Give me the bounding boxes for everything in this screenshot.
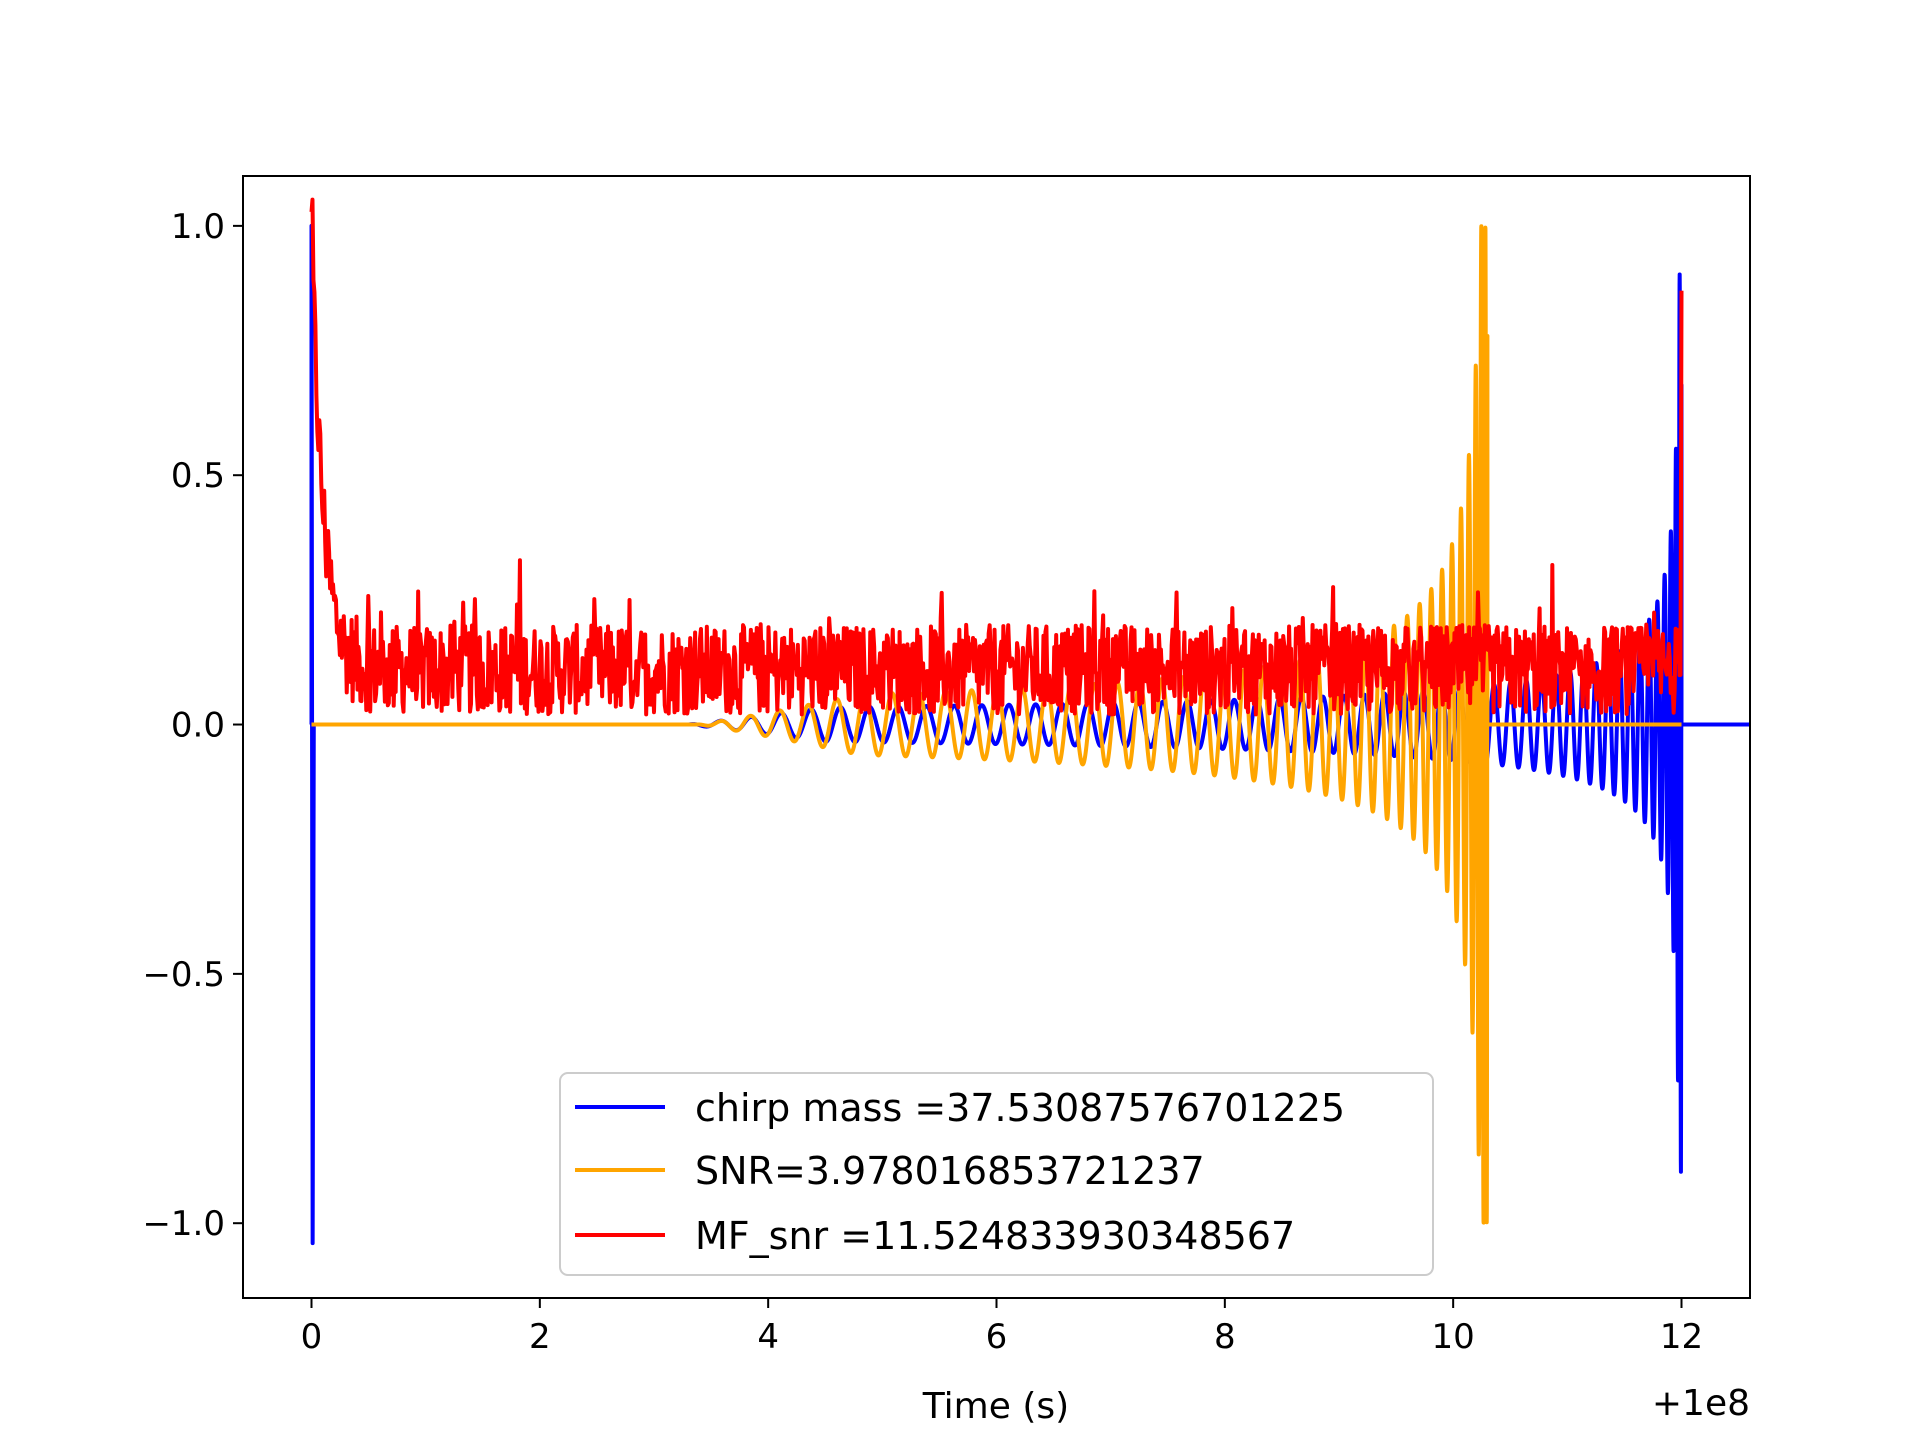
y-tick-label: −0.5 — [142, 955, 225, 995]
x-axis-label: Time (s) — [922, 1386, 1069, 1427]
y-tick-label: 0.5 — [171, 456, 225, 496]
y-tick-label: 0.0 — [171, 706, 225, 746]
legend: chirp mass =37.53087576701225 SNR=3.9780… — [559, 1072, 1434, 1276]
series-mf-snr-line — [309, 197, 1684, 717]
series-chirp-mass-pulse — [309, 223, 316, 1246]
x-tick-label: 12 — [1660, 1317, 1703, 1357]
x-tick-label: 2 — [529, 1317, 551, 1357]
x-axis-offset-label: +1e8 — [1652, 1383, 1750, 1424]
y-axis: 1.0 0.5 0.0 −0.5 −1.0 — [142, 207, 243, 1244]
y-tick-label: −1.0 — [142, 1204, 225, 1244]
legend-frame — [559, 1072, 1434, 1276]
x-tick-label: 4 — [757, 1317, 779, 1357]
x-axis: 0 2 4 6 8 10 12 — [301, 1298, 1703, 1357]
legend-label-chirp-mass: chirp mass =37.53087576701225 — [695, 1086, 1345, 1130]
x-tick-label: 6 — [986, 1317, 1008, 1357]
legend-label-mf-snr: MF_snr =11.524833930348567 — [695, 1214, 1295, 1258]
legend-label-snr: SNR=3.978016853721237 — [695, 1149, 1205, 1193]
series-snr-line — [309, 224, 1682, 1225]
y-tick-label: 1.0 — [171, 207, 225, 247]
x-tick-label: 8 — [1214, 1317, 1236, 1357]
series-layer — [309, 197, 1750, 1246]
x-tick-label: 10 — [1432, 1317, 1475, 1357]
x-tick-label: 0 — [301, 1317, 323, 1357]
